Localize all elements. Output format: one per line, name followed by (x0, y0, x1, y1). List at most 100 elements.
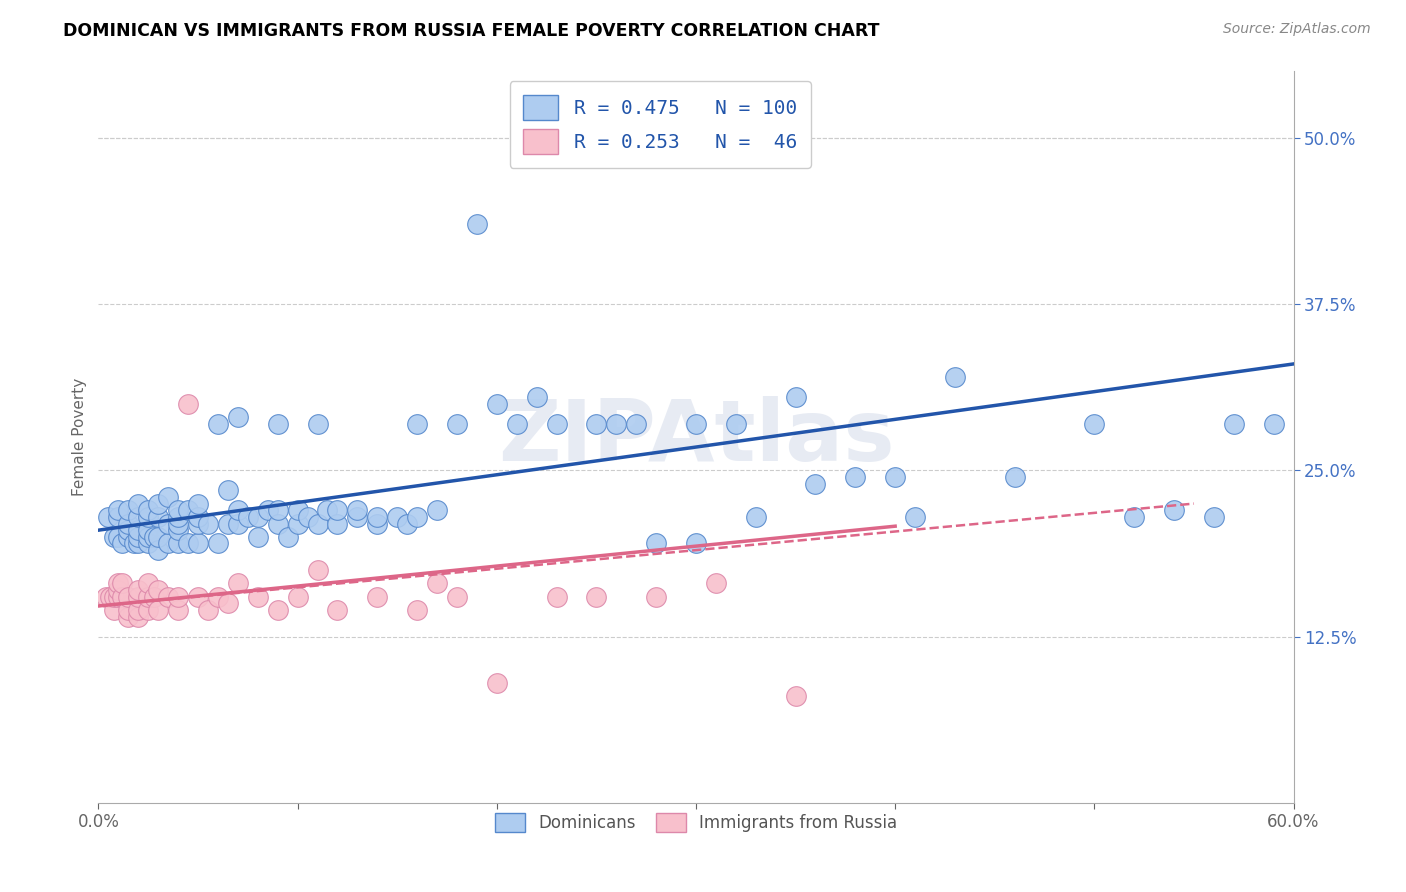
Point (307, 563, 329, 577)
Point (107, 590, 129, 604)
Point (943, 370, 966, 384)
Point (297, 509, 319, 524)
Point (103, 590, 125, 604)
Point (111, 536, 134, 550)
Point (267, 603, 290, 617)
Point (127, 497, 149, 511)
Point (136, 536, 159, 550)
Point (107, 582, 129, 597)
Point (1202, 509, 1225, 524)
Point (605, 417, 627, 431)
Point (346, 509, 368, 524)
Point (396, 516, 419, 531)
Point (157, 536, 180, 550)
Point (124, 536, 146, 550)
Point (426, 503, 449, 517)
Point (256, 503, 278, 517)
Point (197, 603, 219, 617)
Point (98, 590, 122, 604)
Point (585, 417, 607, 431)
Point (217, 596, 239, 610)
Point (246, 509, 269, 524)
Point (167, 516, 190, 531)
Point (117, 609, 139, 624)
Point (226, 516, 249, 531)
Point (1004, 470, 1026, 484)
Point (546, 417, 568, 431)
Point (326, 603, 349, 617)
Point (267, 503, 290, 517)
Point (107, 530, 129, 544)
Point (127, 536, 149, 550)
Point (167, 503, 190, 517)
Point (326, 503, 349, 517)
Point (136, 503, 159, 517)
Point (148, 509, 170, 524)
Point (187, 536, 209, 550)
Point (645, 536, 668, 550)
Point (127, 590, 149, 604)
Point (167, 509, 190, 524)
Point (485, 397, 508, 411)
Point (406, 509, 429, 524)
Point (117, 530, 139, 544)
Point (366, 590, 388, 604)
Point (506, 417, 529, 431)
Point (97, 509, 120, 524)
Point (406, 417, 429, 431)
Point (844, 470, 866, 484)
Point (207, 536, 229, 550)
Point (626, 417, 648, 431)
Point (346, 503, 368, 517)
Point (217, 516, 239, 531)
Point (287, 590, 309, 604)
Point (157, 516, 180, 531)
Point (307, 516, 329, 531)
Point (127, 509, 149, 524)
Point (157, 490, 180, 504)
Point (117, 523, 139, 537)
Point (117, 503, 139, 517)
Point (685, 417, 707, 431)
Point (385, 509, 409, 524)
Point (485, 676, 508, 690)
Point (177, 503, 200, 517)
Point (148, 582, 170, 597)
Point (366, 516, 388, 531)
Point (1223, 417, 1246, 431)
Point (1123, 509, 1146, 524)
Point (148, 603, 170, 617)
Text: Source: ZipAtlas.com: Source: ZipAtlas.com (1223, 22, 1371, 37)
Point (1263, 417, 1285, 431)
Point (148, 497, 170, 511)
Point (127, 609, 149, 624)
Point (207, 590, 229, 604)
Point (127, 530, 149, 544)
Point (316, 503, 339, 517)
Point (167, 523, 190, 537)
Point (406, 603, 429, 617)
Point (366, 509, 388, 524)
Point (785, 690, 807, 704)
Point (117, 603, 139, 617)
Point (167, 603, 190, 617)
Point (111, 590, 134, 604)
Point (187, 509, 209, 524)
Point (704, 576, 727, 591)
Point (177, 397, 200, 411)
Point (117, 590, 139, 604)
Point (127, 603, 149, 617)
Point (267, 417, 290, 431)
Point (287, 516, 309, 531)
Point (143, 590, 166, 604)
Point (526, 390, 548, 404)
Point (446, 590, 468, 604)
Legend: Dominicans, Immigrants from Russia: Dominicans, Immigrants from Russia (485, 803, 907, 842)
Text: DOMINICAN VS IMMIGRANTS FROM RUSSIA FEMALE POVERTY CORRELATION CHART: DOMINICAN VS IMMIGRANTS FROM RUSSIA FEMA… (63, 22, 880, 40)
Point (267, 516, 290, 531)
Point (326, 516, 349, 531)
Point (546, 590, 568, 604)
Point (136, 530, 159, 544)
Point (685, 536, 707, 550)
Point (307, 417, 329, 431)
